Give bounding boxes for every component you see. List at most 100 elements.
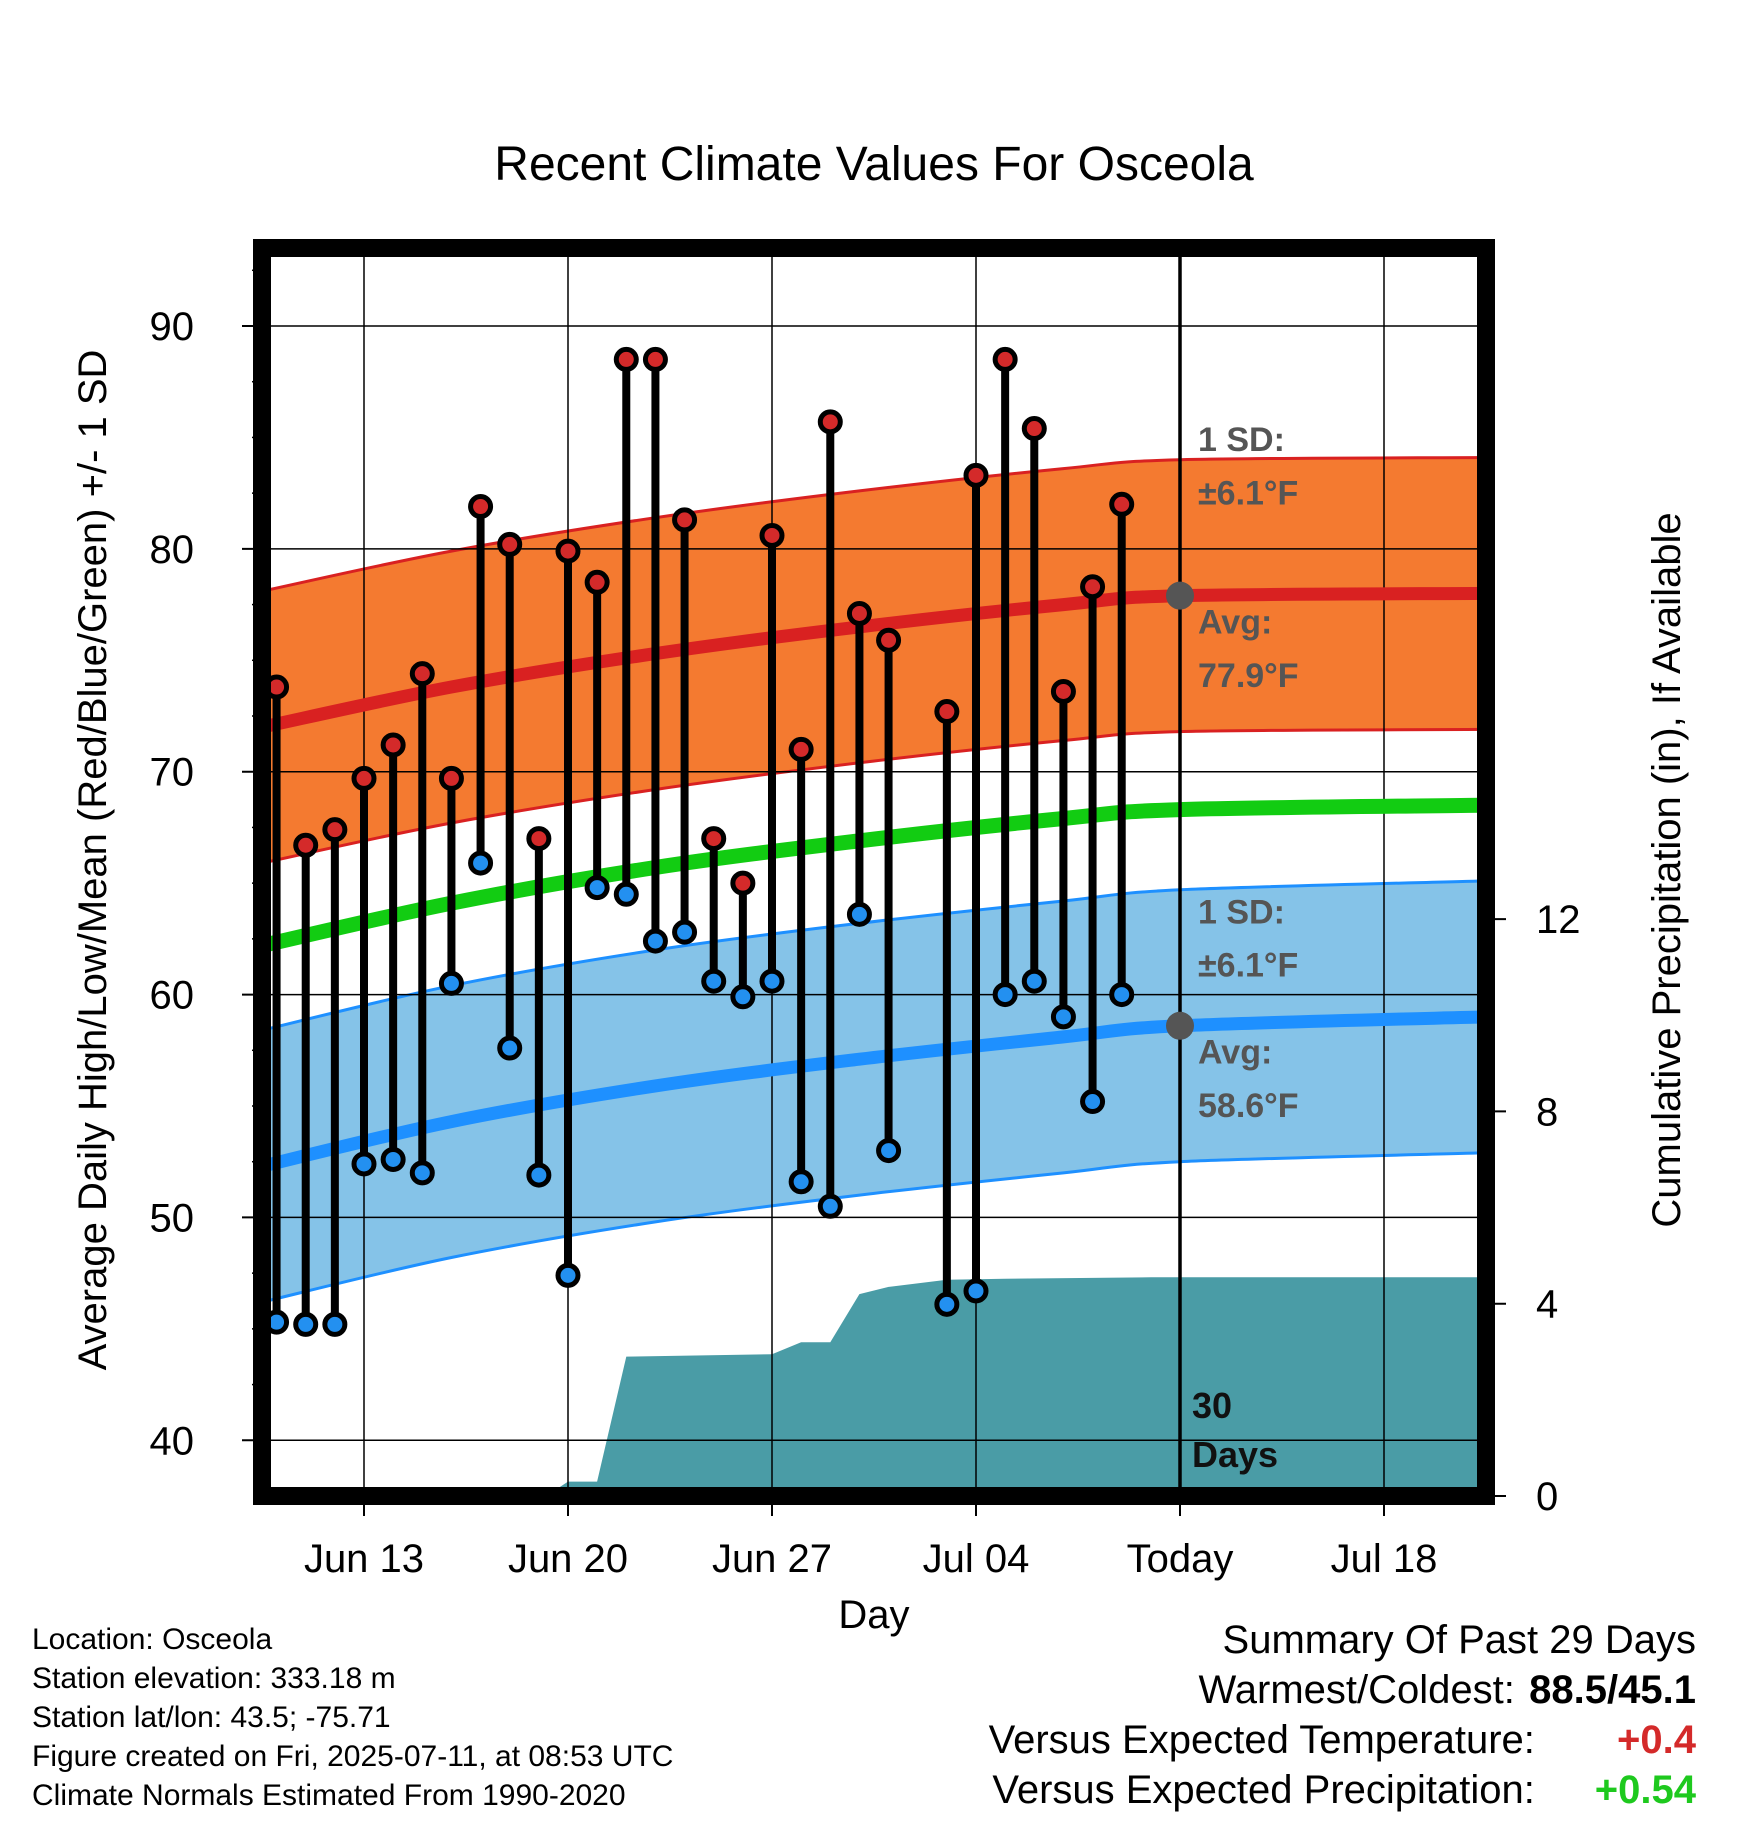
daily-high-point: [1109, 491, 1135, 517]
today-high-avg-marker: [1166, 581, 1194, 610]
daily-high-point: [846, 600, 872, 626]
window-label-number: 30: [1192, 1385, 1232, 1426]
location-text: Location: Osceola: [32, 1623, 273, 1656]
daily-high-point: [351, 765, 377, 791]
daily-high-point: [934, 699, 960, 725]
chart-title: Recent Climate Values For Osceola: [494, 138, 1254, 191]
daily-low-point: [322, 1311, 348, 1337]
daily-low-point: [934, 1291, 960, 1317]
daily-high-point: [613, 346, 639, 372]
high-sd-label: 1 SD:: [1198, 421, 1285, 459]
daily-low-point: [1080, 1089, 1106, 1115]
daily-high-point: [992, 346, 1018, 372]
warmest-value: 88.5/45.1: [1529, 1668, 1696, 1712]
latlon-text: Station lat/lon: 43.5; -75.71: [32, 1701, 391, 1734]
daily-high-point: [409, 661, 435, 687]
daily-low-point: [584, 875, 610, 901]
daily-low-point: [1050, 1004, 1076, 1030]
daily-low-point: [293, 1311, 319, 1337]
daily-low-point: [672, 919, 698, 945]
daily-low-point: [555, 1262, 581, 1288]
plot-area: 1 SD: ±6.1°F Avg: 77.9°F 1 SD: ±6.1°F Avg: 58.6…: [150, 239, 1581, 1581]
daily-low-point: [613, 881, 639, 907]
daily-high-point: [1080, 574, 1106, 600]
daily-low-point: [1021, 968, 1047, 994]
summary-title: Summary Of Past 29 Days: [1222, 1618, 1696, 1662]
x-tick-label: Today: [1127, 1537, 1234, 1581]
x-tick-label: Jun 20: [508, 1537, 628, 1581]
daily-low-point: [963, 1278, 989, 1304]
daily-low-point: [992, 982, 1018, 1008]
warmest-label: Warmest/Coldest:: [1198, 1668, 1515, 1712]
daily-low-point: [730, 984, 756, 1010]
daily-high-point: [438, 765, 464, 791]
summary-panel: Summary Of Past 29 Days Warmest/Coldest:…: [989, 1615, 1696, 1815]
daily-low-point: [526, 1162, 552, 1188]
y2-axis-label: Cumulative Precipitation (in), If Availa…: [1645, 512, 1689, 1227]
plot-inner: [262, 248, 1486, 1496]
precip-label: Versus Expected Precipitation:: [992, 1768, 1535, 1812]
daily-high-point: [322, 817, 348, 843]
daily-high-point: [642, 346, 668, 372]
x-tick-label: Jun 13: [304, 1537, 424, 1581]
daily-low-point: [1109, 982, 1135, 1008]
daily-low-point: [817, 1193, 843, 1219]
summary-warmest-row: Warmest/Coldest: 88.5/45.1: [989, 1665, 1697, 1715]
y2-tick-label: 8: [1536, 1090, 1558, 1134]
y2-tick-label: 4: [1536, 1283, 1558, 1327]
y-tick-label: 80: [150, 528, 195, 572]
low-average-line: [262, 1010, 1486, 1173]
daily-high-point: [380, 732, 406, 758]
daily-high-point: [497, 531, 523, 557]
daily-high-point: [293, 832, 319, 858]
temp-label: Versus Expected Temperature:: [988, 1718, 1535, 1762]
daily-low-point: [497, 1035, 523, 1061]
daily-high-point: [672, 507, 698, 533]
created-text: Figure created on Fri, 2025-07-11, at 08…: [32, 1740, 674, 1773]
x-tick-label: Jun 27: [712, 1537, 832, 1581]
elevation-text: Station elevation: 333.18 m: [32, 1662, 396, 1695]
x-tick-label: Jul 18: [1331, 1537, 1438, 1581]
daily-high-point: [963, 462, 989, 488]
daily-low-point: [876, 1138, 902, 1164]
precip-anomaly-value: +0.54: [1594, 1768, 1696, 1812]
summary-precip-row: Versus Expected Precipitation: +0.54: [989, 1765, 1696, 1815]
daily-low-point: [351, 1151, 377, 1177]
daily-low-point: [409, 1160, 435, 1186]
high-sd-upper-line: [262, 456, 1486, 593]
y2-tick-label: 12: [1536, 898, 1581, 942]
daily-high-point: [1050, 678, 1076, 704]
daily-low-point: [759, 968, 785, 994]
low-avg-label: Avg:: [1198, 1034, 1272, 1072]
daily-high-point: [468, 494, 494, 520]
high-avg-value: 77.9°F: [1198, 657, 1299, 695]
low-sd-value: ±6.1°F: [1198, 947, 1298, 985]
daily-low-point: [438, 970, 464, 996]
temp-anomaly-value: +0.4: [1617, 1718, 1696, 1762]
low-sd-lower-line: [262, 1151, 1486, 1304]
high-sd-value: ±6.1°F: [1198, 474, 1298, 512]
daily-high-point: [1021, 416, 1047, 442]
daily-high-point: [555, 538, 581, 564]
daily-high-point: [788, 736, 814, 762]
y-tick-label: 50: [150, 1196, 195, 1240]
daily-high-point: [817, 409, 843, 435]
daily-high-point: [759, 522, 785, 548]
y-tick-label: 70: [150, 751, 195, 795]
station-metadata: Location: Osceola Station elevation: 333…: [32, 1620, 673, 1815]
x-axis-label: Day: [838, 1593, 909, 1637]
daily-low-point: [642, 928, 668, 954]
y-tick-label: 60: [150, 974, 195, 1018]
daily-low-point: [846, 901, 872, 927]
plot-frame: [253, 239, 1495, 1505]
daily-high-point: [584, 569, 610, 595]
low-avg-value: 58.6°F: [1198, 1087, 1299, 1125]
today-low-avg-marker: [1166, 1011, 1194, 1040]
daily-low-point: [701, 968, 727, 994]
y-tick-label: 40: [150, 1419, 195, 1463]
daily-low-point: [788, 1169, 814, 1195]
daily-high-point: [730, 870, 756, 896]
daily-high-point: [701, 826, 727, 852]
daily-high-point: [876, 627, 902, 653]
